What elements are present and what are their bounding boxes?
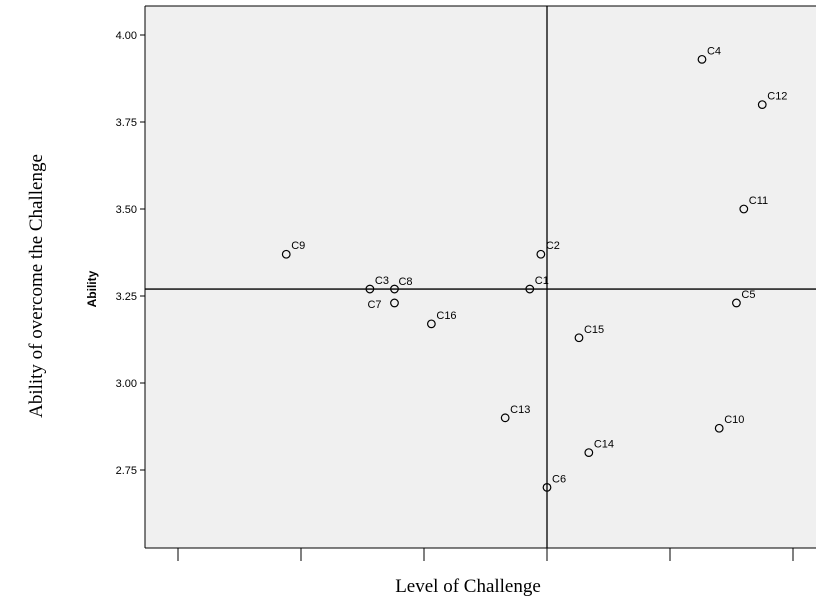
data-point bbox=[757, 100, 767, 109]
y-axis-title: Ability bbox=[85, 270, 99, 307]
point-label: C6 bbox=[552, 473, 566, 485]
y-tick-label: 3.25 bbox=[116, 291, 137, 303]
y-tick-label: 4.00 bbox=[116, 30, 137, 42]
point-label: C5 bbox=[741, 289, 755, 301]
y-tick-label: 3.00 bbox=[116, 378, 137, 390]
y-axis-outer-title: Ability of overcome the Challenge bbox=[26, 154, 47, 418]
point-label: C7 bbox=[367, 299, 381, 311]
y-axis: 4.00 3.75 3.50 3.25 3.00 2.75 bbox=[116, 5, 816, 548]
data-point bbox=[732, 298, 741, 308]
point-label: C16 bbox=[436, 310, 456, 322]
point-label: C14 bbox=[594, 439, 614, 451]
point-label: C3 bbox=[375, 275, 389, 287]
point-label: C4 bbox=[707, 45, 721, 57]
data-point bbox=[426, 319, 436, 329]
point-label: C12 bbox=[767, 91, 787, 103]
data-points: C4 C12 C11 C9 C2 C3 C8 C1 C7 C5 C16 C15 C13 C10 C14 C6 bbox=[281, 45, 787, 492]
data-point bbox=[739, 204, 749, 214]
point-label: C13 bbox=[510, 404, 530, 416]
data-point bbox=[500, 413, 510, 423]
point-label: C9 bbox=[291, 240, 305, 252]
point-label: C2 bbox=[546, 240, 560, 252]
point-label: C15 bbox=[584, 324, 604, 336]
point-label: C10 bbox=[724, 414, 744, 426]
data-point bbox=[390, 298, 399, 308]
x-axis bbox=[145, 547, 816, 561]
point-label: C1 bbox=[535, 275, 549, 287]
point-label: C11 bbox=[749, 195, 768, 207]
data-point bbox=[697, 54, 707, 64]
data-point bbox=[365, 284, 375, 294]
data-point bbox=[390, 284, 399, 294]
y-tick-label: 3.50 bbox=[116, 204, 137, 216]
data-point bbox=[281, 249, 291, 259]
y-tick-label: 2.75 bbox=[116, 465, 137, 477]
plot-area bbox=[145, 6, 816, 548]
data-point bbox=[574, 333, 584, 343]
x-axis-title: Level of Challenge bbox=[395, 576, 541, 597]
data-point bbox=[584, 448, 594, 458]
data-point bbox=[536, 249, 546, 259]
data-point bbox=[525, 284, 535, 294]
y-tick-label: 3.75 bbox=[116, 117, 137, 129]
data-point bbox=[542, 483, 552, 492]
data-point bbox=[714, 423, 724, 433]
point-label: C8 bbox=[398, 276, 412, 288]
